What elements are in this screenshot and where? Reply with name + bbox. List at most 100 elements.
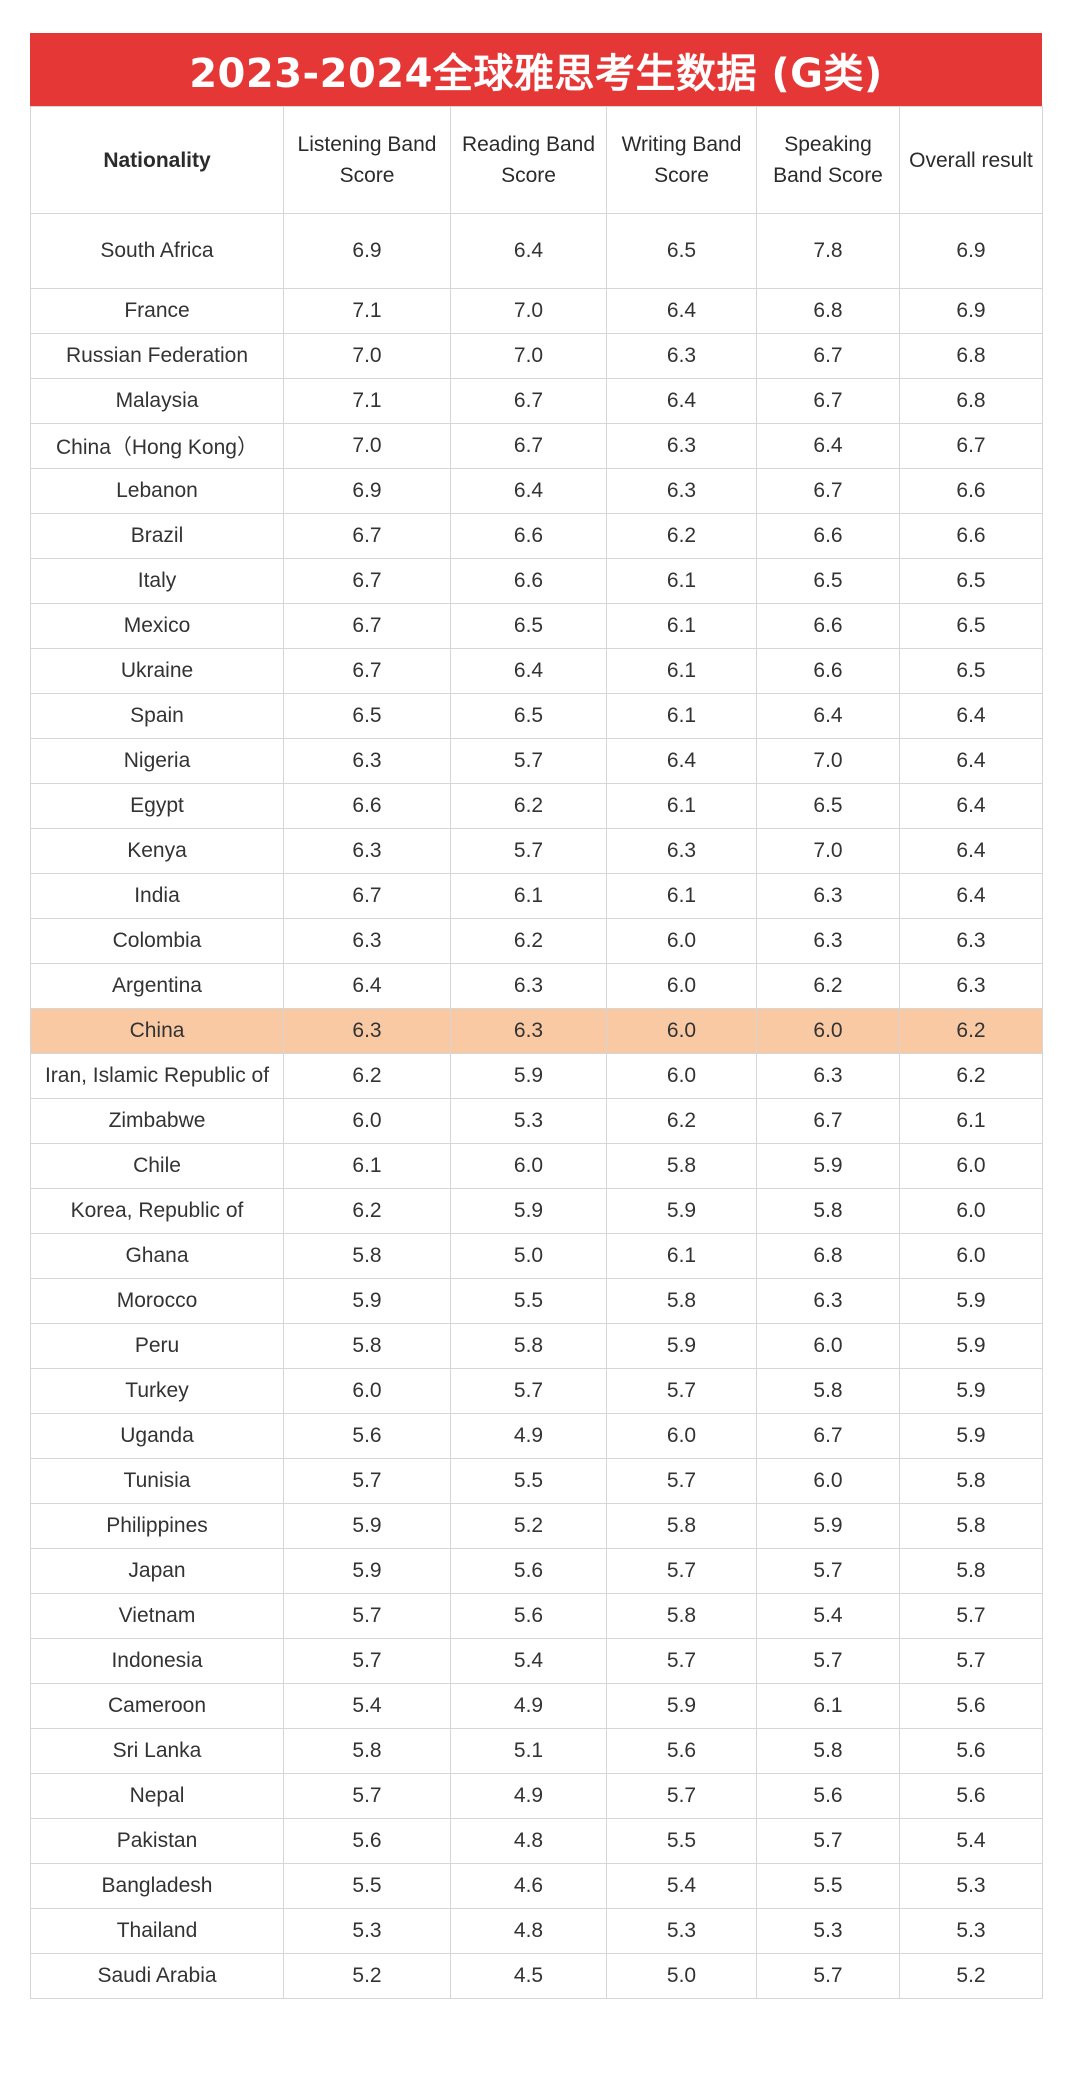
speaking-cell: 5.4 bbox=[756, 1593, 900, 1639]
writing-cell: 6.1 bbox=[606, 603, 757, 649]
speaking-cell: 6.4 bbox=[756, 693, 900, 739]
writing-cell: 5.8 bbox=[606, 1143, 757, 1189]
speaking-cell: 5.7 bbox=[756, 1818, 900, 1864]
table-row: Kenya 6.3 5.7 6.3 7.0 6.4 bbox=[30, 828, 1043, 874]
overall-cell: 6.5 bbox=[899, 603, 1043, 649]
writing-cell: 6.1 bbox=[606, 558, 757, 604]
country-cell: Japan bbox=[30, 1548, 284, 1594]
table-row: Saudi Arabia 5.2 4.5 5.0 5.7 5.2 bbox=[30, 1953, 1043, 1999]
writing-cell: 6.0 bbox=[606, 1413, 757, 1459]
listening-cell: 5.8 bbox=[283, 1233, 451, 1279]
table-row: Tunisia 5.7 5.5 5.7 6.0 5.8 bbox=[30, 1458, 1043, 1504]
country-cell: Vietnam bbox=[30, 1593, 284, 1639]
writing-cell: 5.9 bbox=[606, 1323, 757, 1369]
table-row: Malaysia 7.1 6.7 6.4 6.7 6.8 bbox=[30, 378, 1043, 424]
writing-cell: 6.3 bbox=[606, 468, 757, 514]
table-body: South Africa 6.9 6.4 6.5 7.8 6.9 France 7.1 7.0 6… bbox=[30, 213, 1043, 1999]
country-cell: France bbox=[30, 288, 284, 334]
table-row: Chile 6.1 6.0 5.8 5.9 6.0 bbox=[30, 1143, 1043, 1189]
table-header-row: Nationality Listening Band Score Reading… bbox=[30, 106, 1043, 214]
reading-cell: 6.2 bbox=[450, 918, 607, 964]
reading-cell: 5.7 bbox=[450, 738, 607, 784]
writing-cell: 5.8 bbox=[606, 1503, 757, 1549]
reading-cell: 6.7 bbox=[450, 423, 607, 469]
speaking-cell: 6.5 bbox=[756, 783, 900, 829]
writing-cell: 6.0 bbox=[606, 918, 757, 964]
reading-cell: 7.0 bbox=[450, 333, 607, 379]
overall-cell: 6.2 bbox=[899, 1008, 1043, 1054]
overall-cell: 6.0 bbox=[899, 1233, 1043, 1279]
listening-cell: 5.6 bbox=[283, 1818, 451, 1864]
country-cell: Korea, Republic of bbox=[30, 1188, 284, 1234]
speaking-cell: 6.3 bbox=[756, 1053, 900, 1099]
overall-cell: 6.3 bbox=[899, 963, 1043, 1009]
header-reading: Reading Band Score bbox=[450, 106, 607, 214]
writing-cell: 6.5 bbox=[606, 213, 757, 289]
reading-cell: 6.4 bbox=[450, 213, 607, 289]
speaking-cell: 7.0 bbox=[756, 828, 900, 874]
listening-cell: 5.8 bbox=[283, 1323, 451, 1369]
listening-cell: 5.9 bbox=[283, 1278, 451, 1324]
table-row: Argentina 6.4 6.3 6.0 6.2 6.3 bbox=[30, 963, 1043, 1009]
overall-cell: 5.9 bbox=[899, 1368, 1043, 1414]
overall-cell: 6.9 bbox=[899, 288, 1043, 334]
listening-cell: 6.0 bbox=[283, 1368, 451, 1414]
reading-cell: 5.4 bbox=[450, 1638, 607, 1684]
table-row: Cameroon 5.4 4.9 5.9 6.1 5.6 bbox=[30, 1683, 1043, 1729]
speaking-cell: 5.7 bbox=[756, 1638, 900, 1684]
writing-cell: 6.1 bbox=[606, 783, 757, 829]
table-row: South Africa 6.9 6.4 6.5 7.8 6.9 bbox=[30, 213, 1043, 289]
reading-cell: 6.6 bbox=[450, 513, 607, 559]
overall-cell: 5.9 bbox=[899, 1323, 1043, 1369]
writing-cell: 5.9 bbox=[606, 1188, 757, 1234]
overall-cell: 6.5 bbox=[899, 648, 1043, 694]
table-row: India 6.7 6.1 6.1 6.3 6.4 bbox=[30, 873, 1043, 919]
reading-cell: 5.7 bbox=[450, 828, 607, 874]
speaking-cell: 6.8 bbox=[756, 1233, 900, 1279]
speaking-cell: 6.6 bbox=[756, 513, 900, 559]
header-nationality: Nationality bbox=[30, 106, 284, 214]
speaking-cell: 5.8 bbox=[756, 1728, 900, 1774]
speaking-cell: 6.0 bbox=[756, 1008, 900, 1054]
table-row: Spain 6.5 6.5 6.1 6.4 6.4 bbox=[30, 693, 1043, 739]
country-cell: Spain bbox=[30, 693, 284, 739]
writing-cell: 6.1 bbox=[606, 1233, 757, 1279]
country-cell: Thailand bbox=[30, 1908, 284, 1954]
speaking-cell: 6.7 bbox=[756, 468, 900, 514]
table-row: Pakistan 5.6 4.8 5.5 5.7 5.4 bbox=[30, 1818, 1043, 1864]
overall-cell: 5.6 bbox=[899, 1683, 1043, 1729]
listening-cell: 5.7 bbox=[283, 1773, 451, 1819]
reading-cell: 6.3 bbox=[450, 1008, 607, 1054]
reading-cell: 6.4 bbox=[450, 648, 607, 694]
speaking-cell: 5.3 bbox=[756, 1908, 900, 1954]
table-row: Uganda 5.6 4.9 6.0 6.7 5.9 bbox=[30, 1413, 1043, 1459]
speaking-cell: 6.7 bbox=[756, 378, 900, 424]
overall-cell: 6.5 bbox=[899, 558, 1043, 604]
writing-cell: 5.8 bbox=[606, 1593, 757, 1639]
overall-cell: 5.8 bbox=[899, 1503, 1043, 1549]
listening-cell: 5.9 bbox=[283, 1503, 451, 1549]
listening-cell: 6.7 bbox=[283, 873, 451, 919]
speaking-cell: 5.9 bbox=[756, 1503, 900, 1549]
speaking-cell: 5.9 bbox=[756, 1143, 900, 1189]
reading-cell: 5.2 bbox=[450, 1503, 607, 1549]
writing-cell: 5.0 bbox=[606, 1953, 757, 1999]
country-cell: Chile bbox=[30, 1143, 284, 1189]
listening-cell: 6.7 bbox=[283, 558, 451, 604]
writing-cell: 5.7 bbox=[606, 1773, 757, 1819]
country-cell: Colombia bbox=[30, 918, 284, 964]
listening-cell: 6.1 bbox=[283, 1143, 451, 1189]
overall-cell: 6.1 bbox=[899, 1098, 1043, 1144]
reading-cell: 6.6 bbox=[450, 558, 607, 604]
table-row: Korea, Republic of 6.2 5.9 5.9 5.8 6.0 bbox=[30, 1188, 1043, 1234]
overall-cell: 6.6 bbox=[899, 513, 1043, 559]
overall-cell: 6.4 bbox=[899, 873, 1043, 919]
country-cell: Lebanon bbox=[30, 468, 284, 514]
listening-cell: 6.7 bbox=[283, 648, 451, 694]
speaking-cell: 5.6 bbox=[756, 1773, 900, 1819]
overall-cell: 6.4 bbox=[899, 693, 1043, 739]
listening-cell: 5.5 bbox=[283, 1863, 451, 1909]
reading-cell: 6.1 bbox=[450, 873, 607, 919]
overall-cell: 6.4 bbox=[899, 783, 1043, 829]
reading-cell: 6.5 bbox=[450, 603, 607, 649]
